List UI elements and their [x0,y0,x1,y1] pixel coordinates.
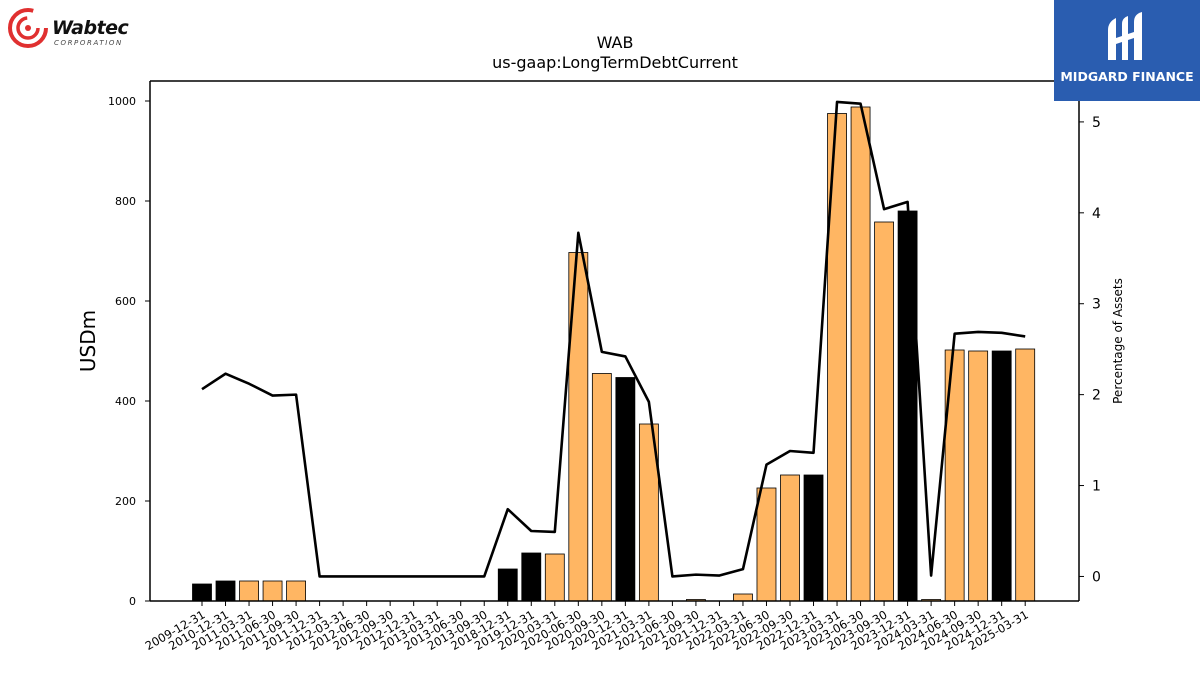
y2-axis-label: Percentage of Assets [1111,278,1125,404]
midgard-logo: MIDGARD FINANCE [1054,0,1200,101]
bar [521,552,542,602]
bar [944,349,965,602]
axes: 020040060080010000123452009-12-312010-12… [108,80,1101,653]
bar [544,553,565,602]
wabtec-swirl-icon [8,8,48,48]
percentage-line [201,100,1026,578]
y2-tick-label: 4 [1092,206,1101,222]
y2-tick-label: 1 [1092,479,1101,495]
y2-tick-label: 0 [1092,569,1101,585]
wabtec-tagline: CORPORATION [54,39,123,47]
chart-subtitle: us-gaap:LongTermDebtCurrent [492,53,738,72]
bar [1015,348,1036,602]
bar [780,474,800,602]
bar [497,568,518,602]
y-tick-label: 400 [115,395,136,408]
midgard-mark-icon [1108,12,1142,60]
y2-tick-label: 3 [1092,297,1101,313]
bar [874,221,894,602]
y-tick-label: 1000 [108,95,136,108]
y-tick-label: 800 [115,195,136,208]
bar [239,580,259,602]
bar [733,593,753,602]
bar [591,373,612,602]
bar [991,350,1012,602]
bar [262,580,283,602]
y-axis-label: USDm [76,310,100,372]
y2-tick-label: 2 [1092,388,1101,404]
midgard-wordmark: MIDGARD FINANCE [1060,69,1194,84]
y-tick-label: 0 [129,595,136,608]
bar [850,106,871,602]
bar [897,210,918,602]
line-layer [201,100,1026,578]
bar [215,580,236,602]
bar [756,487,777,602]
bar [192,583,212,602]
bar [968,350,989,602]
y-tick-label: 200 [115,495,136,508]
wabtec-wordmark: Wabtec [52,17,129,39]
y2-tick-label: 5 [1092,115,1101,131]
bar [803,474,824,602]
wabtec-logo: Wabtec CORPORATION [6,6,146,50]
bar [615,377,636,602]
bar [286,580,306,602]
y-tick-label: 600 [115,295,136,308]
bar-layer [192,106,1036,602]
chart-title: WAB [597,33,634,52]
